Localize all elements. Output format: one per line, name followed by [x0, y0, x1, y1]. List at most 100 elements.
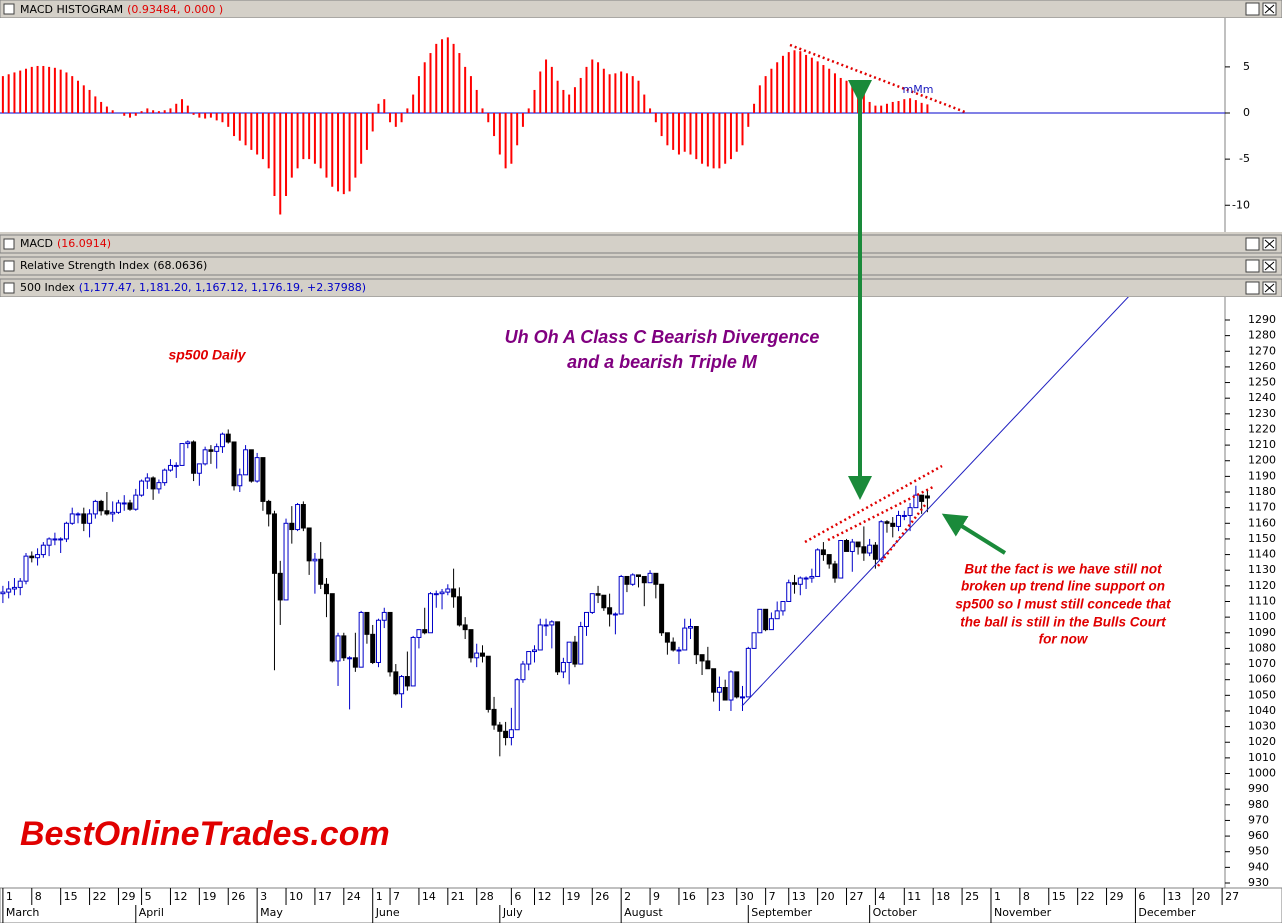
candle-body — [919, 494, 925, 502]
candle-body — [150, 477, 156, 490]
candle-body — [670, 641, 676, 651]
candle-body — [884, 521, 890, 524]
month-label: December — [1138, 906, 1196, 919]
window-buttons — [1245, 2, 1277, 295]
x-tick-label: 1 — [6, 890, 13, 903]
candle-body — [861, 546, 867, 554]
panel-name: 500 Index — [20, 281, 75, 294]
chart-label: sp500 Daily — [168, 347, 246, 363]
histogram-trendline — [789, 43, 966, 114]
candle-body — [503, 730, 509, 739]
candle-body — [167, 464, 173, 471]
maximize-button[interactable] — [1245, 259, 1260, 273]
candle-body — [0, 591, 6, 595]
candle-body — [300, 504, 306, 529]
x-tick-label: 8 — [1023, 890, 1030, 903]
candle-body — [63, 522, 69, 540]
x-tick-label: 1 — [376, 890, 383, 903]
candle-body — [549, 621, 555, 626]
candle-body — [81, 513, 87, 524]
x-tick-label: 6 — [1138, 890, 1145, 903]
candle-body — [826, 554, 832, 565]
maximize-button[interactable] — [1245, 2, 1260, 16]
candle-body — [266, 500, 272, 515]
x-tick-label: 10 — [289, 890, 303, 903]
y-tick-label: 930 — [1248, 876, 1269, 889]
candle-body — [740, 696, 746, 699]
candle-body — [612, 613, 618, 616]
y-tick-label: 1160 — [1248, 516, 1276, 529]
x-tick-label: 16 — [682, 890, 696, 903]
candle-body — [295, 504, 301, 531]
candle-body — [618, 575, 624, 615]
candle-body — [364, 611, 370, 635]
y-tick-label: 1110 — [1248, 594, 1276, 607]
y-tick-label: 1250 — [1248, 376, 1276, 389]
candle-body — [439, 591, 445, 595]
candle-body — [456, 596, 462, 626]
candle-body — [399, 676, 405, 695]
y-tick-label: 1060 — [1248, 673, 1276, 686]
panel-icon — [3, 282, 15, 294]
y-tick-label: 950 — [1248, 845, 1269, 858]
candle-body — [370, 633, 376, 663]
maximize-button[interactable] — [1245, 237, 1260, 251]
candle-body — [757, 608, 763, 634]
candle-body — [688, 626, 694, 629]
candle-body — [422, 629, 428, 634]
y-tick-label: 980 — [1248, 798, 1269, 811]
candle-body — [514, 679, 520, 731]
candle-body — [254, 457, 260, 482]
maximize-button[interactable] — [1245, 281, 1260, 295]
candle-body — [653, 572, 659, 585]
x-tick-label: 18 — [936, 890, 950, 903]
candle-body — [208, 449, 214, 452]
month-label: April — [139, 906, 164, 919]
candle-body — [583, 611, 589, 628]
x-tick-label: 15 — [1052, 890, 1066, 903]
y-tick-label: 1270 — [1248, 344, 1276, 357]
candle-body — [260, 457, 266, 502]
candle-body — [907, 507, 913, 516]
candle-body — [375, 619, 381, 663]
x-tick-label: 3 — [260, 890, 267, 903]
y-tick-label: 1050 — [1248, 688, 1276, 701]
candle-body — [751, 632, 757, 649]
candle-body — [110, 511, 116, 515]
candle-body — [595, 593, 601, 596]
candle-body — [734, 671, 740, 698]
month-label: June — [375, 906, 400, 919]
x-tick-label: 4 — [878, 890, 885, 903]
y-tick-label: -10 — [1232, 198, 1250, 211]
candle-body — [589, 593, 595, 613]
candle-body — [474, 652, 480, 659]
candle-body — [468, 629, 474, 659]
y-tick-label: 1080 — [1248, 641, 1276, 654]
candle-body — [711, 668, 717, 693]
candle-body — [433, 593, 439, 596]
close-icon — [1264, 261, 1275, 271]
candle-body — [815, 549, 821, 577]
candle-body — [127, 502, 133, 510]
candle-body — [491, 708, 497, 726]
x-tick-label: 22 — [1081, 890, 1095, 903]
candle-body — [797, 577, 803, 585]
month-label: November — [994, 906, 1052, 919]
x-axis — [0, 887, 1282, 923]
support-arrow — [941, 513, 1007, 555]
candle-body — [803, 577, 809, 580]
candle-body — [497, 724, 503, 732]
candle-body — [844, 540, 850, 552]
candle-body — [693, 626, 699, 656]
x-tick-label: 13 — [792, 890, 806, 903]
candle-body — [87, 513, 93, 524]
x-tick-label: 19 — [566, 890, 580, 903]
candle-body — [555, 621, 561, 673]
candle-body — [716, 687, 722, 693]
candle-body — [46, 538, 52, 546]
candle-body — [341, 635, 347, 659]
y-tick-label: 990 — [1248, 782, 1269, 795]
y-tick-label: 1070 — [1248, 657, 1276, 670]
candle-body — [133, 494, 139, 510]
